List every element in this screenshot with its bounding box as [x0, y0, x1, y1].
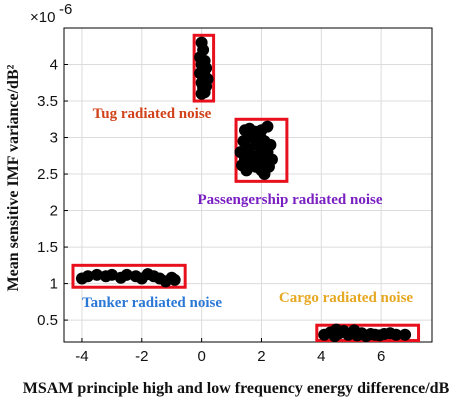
- y-axis-title: Mean sensitive IMF variance/dB²: [5, 64, 22, 291]
- group-label: Tanker radiated noise: [82, 295, 222, 311]
- group-labels: Tug radiated noise Passengership radiated…: [82, 106, 413, 311]
- data-point: [90, 268, 103, 281]
- data-point: [236, 159, 249, 172]
- data-point: [258, 168, 271, 181]
- y-tick-label: 0.5: [37, 312, 58, 329]
- y-tick-label: 2.5: [37, 166, 58, 183]
- data-point: [330, 323, 343, 336]
- data-point: [348, 324, 361, 337]
- y-tick-label: 1.5: [37, 239, 58, 256]
- group-label: Passengership radiated noise: [197, 192, 382, 208]
- group-box: [71, 263, 187, 289]
- data-point: [261, 120, 274, 133]
- y-tick-label: 4: [50, 57, 58, 74]
- x-tick-label: -4: [75, 348, 88, 365]
- y-exponent-multiplier: ×10: [30, 9, 55, 26]
- data-point: [195, 87, 208, 100]
- x-tick-label: 6: [377, 348, 385, 365]
- x-tick-label: 2: [257, 348, 265, 365]
- y-tick-label: 3: [50, 130, 58, 147]
- x-axis-title: MSAM principle high and low frequency en…: [23, 380, 450, 397]
- data-point: [81, 270, 94, 283]
- data-point: [399, 328, 412, 341]
- group-label: Tug radiated noise: [93, 106, 212, 122]
- data-point: [120, 268, 133, 281]
- group-label: Cargo radiated noise: [279, 290, 414, 306]
- y-tick-label: 2: [50, 203, 58, 220]
- x-tick-label: -2: [135, 348, 148, 365]
- axis-ticks: -4 -2 0 2 4 6 0.5 1 1.5 2 2.5 3 3.5 4: [37, 57, 385, 365]
- grid-lines: [64, 28, 432, 342]
- data-point: [390, 328, 403, 341]
- x-tick-label: 4: [317, 348, 325, 365]
- y-tick-label: 3.5: [37, 93, 58, 110]
- plot-area-frame: [63, 27, 433, 343]
- x-tick-label: 0: [197, 348, 205, 365]
- group-boxes: [71, 33, 421, 343]
- y-exponent-power: -6: [59, 1, 72, 18]
- data-point: [168, 273, 181, 286]
- data-points: [75, 36, 412, 343]
- y-tick-label: 1: [50, 276, 58, 293]
- group-box: [192, 33, 216, 103]
